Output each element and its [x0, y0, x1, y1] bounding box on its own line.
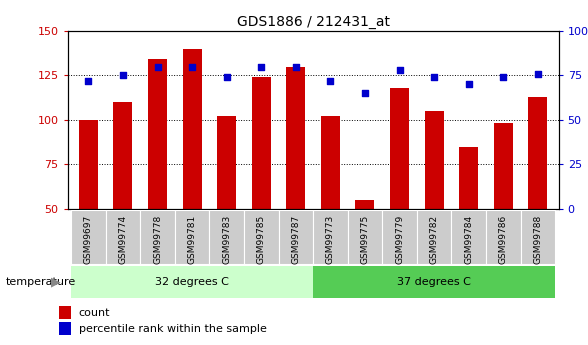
Bar [459, 147, 478, 209]
Point [222, 75, 231, 80]
Bar [417, 210, 452, 264]
Bar [382, 210, 417, 264]
Text: temperature: temperature [6, 277, 76, 287]
Point [429, 75, 439, 80]
Text: 32 degrees C: 32 degrees C [155, 277, 229, 287]
Point [256, 64, 266, 69]
Text: GSM99782: GSM99782 [430, 215, 439, 264]
Bar [356, 200, 375, 209]
Point [499, 75, 508, 80]
Bar [71, 210, 106, 264]
Bar [59, 322, 71, 335]
Text: GSM99781: GSM99781 [188, 215, 196, 264]
Bar [494, 124, 513, 209]
Bar [244, 210, 279, 264]
Bar [79, 120, 98, 209]
Text: GSM99784: GSM99784 [464, 215, 473, 264]
Bar [279, 210, 313, 264]
Text: GSM99788: GSM99788 [533, 215, 542, 264]
Point [153, 64, 162, 69]
Bar [529, 97, 547, 209]
Bar [486, 210, 520, 264]
Bar [140, 210, 175, 264]
Bar [209, 210, 244, 264]
Text: count: count [79, 308, 111, 317]
Point [360, 90, 370, 96]
Text: GSM99697: GSM99697 [84, 215, 93, 264]
Text: ▶: ▶ [51, 275, 61, 288]
Point [118, 73, 128, 78]
Text: GSM99778: GSM99778 [153, 215, 162, 264]
Bar [390, 88, 409, 209]
Text: GSM99773: GSM99773 [326, 215, 335, 264]
Point [533, 71, 543, 77]
Point [188, 64, 197, 69]
Text: GSM99779: GSM99779 [395, 215, 404, 264]
Point [464, 82, 473, 87]
Bar [217, 116, 236, 209]
Bar [113, 102, 132, 209]
Title: GDS1886 / 212431_at: GDS1886 / 212431_at [236, 14, 390, 29]
Bar [183, 49, 202, 209]
Text: GSM99783: GSM99783 [222, 215, 231, 264]
Bar [286, 67, 305, 209]
Bar [175, 210, 209, 264]
Bar [348, 210, 382, 264]
Bar [321, 116, 340, 209]
Bar [313, 266, 555, 298]
Bar [425, 111, 443, 209]
Bar [313, 210, 348, 264]
Point [326, 78, 335, 83]
Bar [252, 77, 270, 209]
Point [395, 67, 405, 73]
Text: GSM99775: GSM99775 [360, 215, 369, 264]
Bar [452, 210, 486, 264]
Text: 37 degrees C: 37 degrees C [397, 277, 471, 287]
Bar [71, 266, 313, 298]
Bar [59, 306, 71, 319]
Text: GSM99786: GSM99786 [499, 215, 508, 264]
Point [83, 78, 93, 83]
Text: GSM99785: GSM99785 [257, 215, 266, 264]
Text: percentile rank within the sample: percentile rank within the sample [79, 324, 267, 334]
Bar [520, 210, 555, 264]
Bar [148, 59, 167, 209]
Point [291, 64, 300, 69]
Bar [106, 210, 140, 264]
Text: GSM99774: GSM99774 [118, 215, 128, 264]
Text: GSM99787: GSM99787 [291, 215, 300, 264]
